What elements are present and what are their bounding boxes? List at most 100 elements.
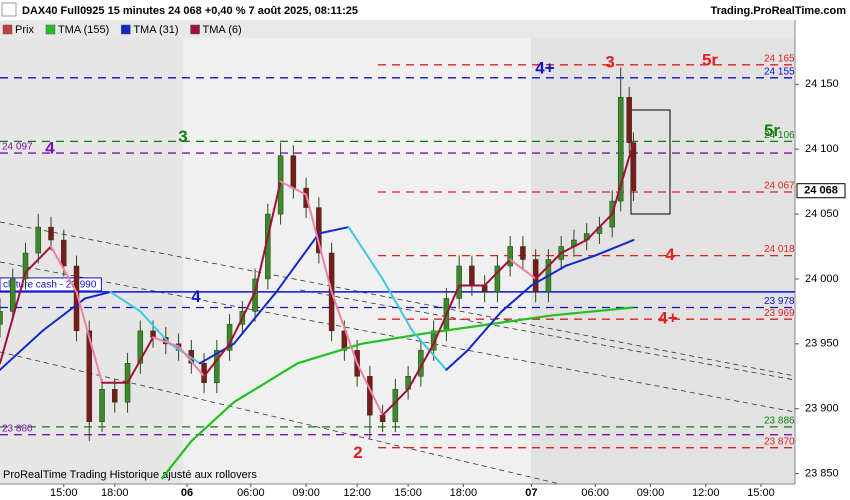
ma-segment: [177, 345, 206, 378]
level-marker: 2: [353, 443, 362, 462]
ma-segment: [0, 271, 27, 365]
ma-segment: [109, 290, 142, 313]
ma-segment: [347, 226, 384, 280]
level-marker: 3: [605, 52, 614, 71]
ma-segment: [500, 284, 533, 313]
chart-icon: [1, 2, 17, 17]
level-label: 24 097: [2, 142, 33, 153]
y-tick-label: 23 900: [805, 403, 839, 415]
candle-body: [99, 389, 105, 422]
candle-body: [626, 97, 632, 143]
ma-segment: [611, 141, 635, 216]
level-label: 23 969: [764, 308, 795, 319]
candle-body: [617, 97, 624, 202]
candle-body: [290, 155, 297, 189]
ma-segment: [445, 349, 469, 371]
ma-segment: [483, 258, 512, 287]
candle-body: [0, 311, 3, 325]
ma-segment: [75, 290, 104, 384]
x-tick-label: 18:00: [450, 487, 478, 499]
x-tick-label: 15:00: [747, 487, 775, 499]
y-tick-label: 24 000: [805, 273, 839, 285]
candle-body: [456, 265, 462, 299]
level-marker: 4: [665, 245, 675, 264]
candle-body: [35, 226, 42, 254]
ma-line: [160, 306, 634, 480]
ma-segment: [381, 277, 414, 332]
x-tick-label: 15:00: [394, 487, 422, 499]
ma-segment: [50, 245, 78, 293]
x-tick-label: 06:00: [581, 487, 609, 499]
level-marker: 4: [191, 287, 201, 306]
level-label: clôture cash - 23 990: [3, 280, 97, 291]
legend-swatch: [2, 24, 13, 35]
level-label: 24 106: [764, 130, 795, 141]
ma-segment: [509, 258, 537, 280]
candle-body: [112, 389, 118, 403]
x-tick-label: 06:00: [237, 487, 265, 499]
ma-segment: [126, 336, 155, 384]
y-tick-label: 24 050: [805, 208, 839, 220]
candle-body: [22, 252, 29, 280]
legend-bar: [0, 20, 795, 38]
ma-segment: [530, 264, 567, 287]
legend-label: TMA (31): [133, 24, 178, 36]
ma-segment: [381, 388, 410, 417]
x-tick-label: 12:00: [692, 487, 720, 499]
ma-segment: [254, 180, 282, 293]
footer: ProRealTime Trading Historique ajusté au…: [3, 469, 257, 481]
y-tick-label: 24 150: [805, 78, 839, 90]
level-label: 23 870: [764, 436, 795, 447]
legend-swatch: [45, 24, 56, 35]
session-shade: [531, 38, 795, 484]
level-marker: 4: [45, 139, 55, 158]
level-marker: 3: [178, 127, 187, 146]
ma-segment: [84, 290, 112, 300]
ma-segment: [275, 232, 320, 293]
level-marker: 4+: [535, 58, 554, 77]
ma-segment: [232, 290, 278, 345]
level-label: 23 880: [2, 423, 33, 434]
level-marker: 4+: [658, 309, 677, 328]
candle-body: [10, 278, 16, 312]
x-tick-label: 15:00: [50, 487, 78, 499]
x-tick-label: 12:00: [343, 487, 371, 499]
candle-body: [532, 259, 539, 293]
ma-segment: [24, 245, 53, 274]
candle-body: [520, 246, 526, 260]
trend-line: [0, 351, 561, 485]
ma-segment: [228, 290, 257, 345]
candle-body: [469, 265, 475, 286]
candle-body: [48, 226, 54, 241]
ma-segment: [279, 180, 308, 196]
level-label: 24 155: [764, 66, 795, 77]
ma-segment: [466, 310, 503, 352]
last-price-box: [796, 183, 846, 199]
ma-segment: [534, 252, 563, 280]
ma-segment: [203, 342, 231, 378]
legend-swatch: [190, 24, 200, 35]
x-tick-label: 07: [525, 487, 537, 499]
ma-segment: [356, 362, 384, 417]
legend-swatch: [121, 24, 131, 35]
x-tick-label: 06: [181, 487, 193, 499]
last-price-label: 24 068: [804, 185, 838, 197]
candle-body: [341, 330, 348, 351]
trend-lines: [0, 221, 796, 485]
level-marker: 5r: [702, 50, 718, 69]
y-tick-label: 23 950: [805, 338, 839, 350]
candle-body: [61, 239, 67, 267]
level-label: 23 886: [764, 416, 795, 427]
level-label: 24 067: [764, 181, 795, 192]
candle-body: [494, 265, 501, 293]
chart-title: DAX40 Full0925 15 minutes 24 068 +0,40 %…: [22, 5, 358, 17]
session-shade: [183, 38, 531, 484]
ma-segment: [594, 239, 635, 257]
ma-segment: [560, 239, 588, 254]
candle-body: [214, 350, 220, 384]
candle-body: [392, 389, 399, 422]
level-label: 24 018: [764, 244, 795, 255]
ma-segment: [432, 284, 461, 345]
level-label: 23 978: [764, 296, 795, 307]
